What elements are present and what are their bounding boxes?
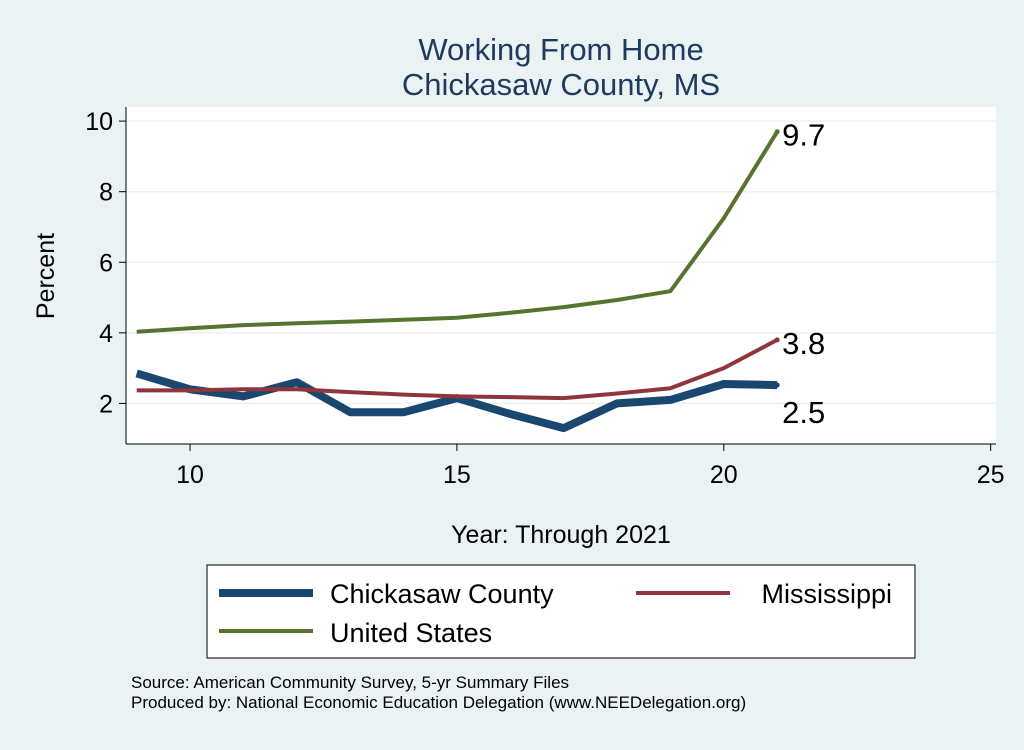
ytick-label-8: 8 — [99, 179, 113, 207]
xtick-label-20: 20 — [710, 461, 738, 489]
legend-label-mississippi: Mississippi — [761, 579, 892, 609]
ytick-label-4: 4 — [99, 320, 113, 348]
x-axis-ticks: 10 15 20 25 — [176, 444, 1005, 489]
end-labels: 2.5 3.8 9.7 — [774, 118, 825, 430]
legend: Chickasaw County Mississippi United Stat… — [206, 564, 916, 659]
producer-note: Produced by: National Economic Education… — [131, 693, 746, 712]
end-point-mississippi — [774, 337, 780, 343]
xtick-label-15: 15 — [443, 461, 471, 489]
x-axis-label: Year: Through 2021 — [451, 521, 671, 549]
series-lines — [135, 130, 779, 433]
ytick-label-2: 2 — [99, 390, 113, 418]
legend-box — [206, 564, 916, 659]
xtick-label-10: 10 — [176, 461, 204, 489]
y-axis-label: Percent — [32, 233, 60, 319]
chart-subtitle: Chickasaw County, MS — [402, 67, 720, 102]
grid-lines — [126, 120, 996, 405]
legend-label-chickasaw: Chickasaw County — [330, 579, 554, 609]
legend-label-united-states: United States — [330, 618, 492, 648]
end-label-mississippi: 3.8 — [782, 326, 825, 361]
series-line-mississippi — [136, 338, 779, 401]
ytick-label-6: 6 — [99, 249, 113, 277]
end-point-chickasaw-county — [774, 382, 780, 388]
end-point-united-states — [774, 129, 780, 135]
end-label-chickasaw-county: 2.5 — [782, 395, 825, 430]
ytick-label-10: 10 — [85, 108, 113, 136]
source-note: Source: American Community Survey, 5-yr … — [131, 673, 569, 692]
y-axis-ticks: 2 4 6 8 10 — [85, 108, 126, 418]
xtick-label-25: 25 — [977, 461, 1005, 489]
series-line-united-states — [136, 130, 779, 334]
end-label-united-states: 9.7 — [782, 118, 825, 153]
chart-title: Working From Home — [418, 32, 703, 67]
